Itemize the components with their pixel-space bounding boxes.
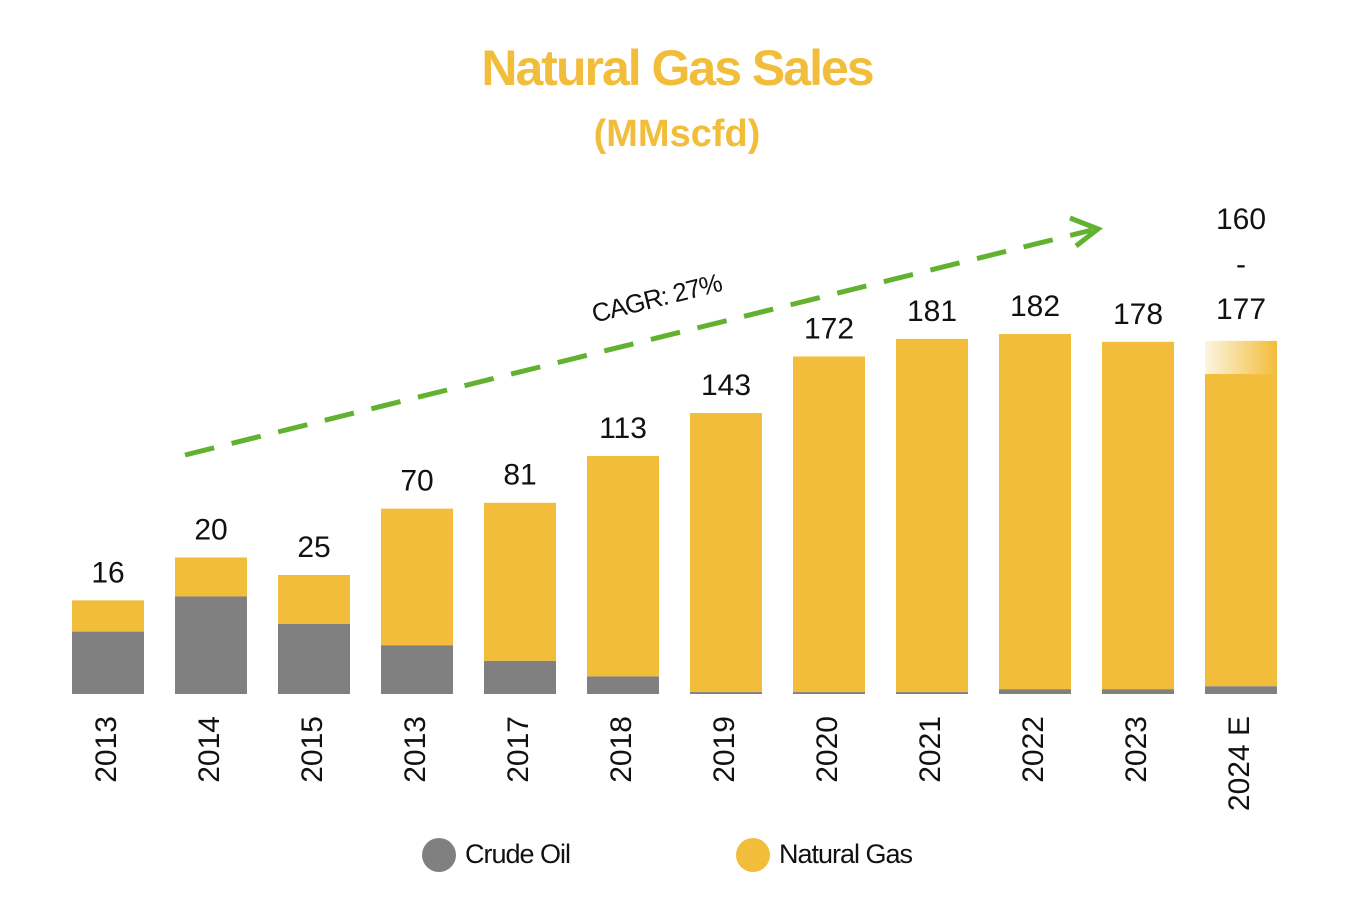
bar-segment bbox=[1205, 686, 1277, 694]
bar-segment bbox=[278, 623, 350, 694]
bar-segment bbox=[793, 356, 865, 693]
x-tick-label: 2024 E bbox=[1223, 716, 1256, 811]
bar-segment bbox=[72, 631, 144, 694]
x-tick-label: 2021 bbox=[914, 716, 947, 783]
cagr-annotation: CAGR: 27% bbox=[589, 267, 726, 328]
value-label: 70 bbox=[400, 465, 433, 498]
x-tick-label: 2019 bbox=[708, 716, 741, 783]
legend-label: Natural Gas bbox=[779, 839, 913, 869]
bar-segment bbox=[587, 455, 659, 677]
x-tick-label: 2023 bbox=[1120, 716, 1153, 783]
value-label: 20 bbox=[194, 513, 227, 546]
bar-segment bbox=[1102, 689, 1174, 694]
value-label: 25 bbox=[297, 531, 330, 564]
value-label: 177 bbox=[1216, 293, 1266, 326]
value-label: 16 bbox=[91, 556, 124, 589]
value-label: 172 bbox=[804, 312, 854, 345]
value-label: 182 bbox=[1010, 290, 1060, 323]
legend-swatch bbox=[422, 838, 456, 872]
x-tick-label: 2015 bbox=[296, 716, 329, 783]
bar-segment bbox=[175, 596, 247, 694]
trend-arrow bbox=[184, 227, 1093, 458]
bar-segment bbox=[896, 338, 968, 693]
bar-segment bbox=[793, 692, 865, 694]
x-tick-label: 2013 bbox=[399, 716, 432, 783]
value-label: 181 bbox=[907, 295, 957, 328]
legend-label: Crude Oil bbox=[465, 839, 570, 869]
bar-segment bbox=[484, 502, 556, 661]
chart-subtitle: (MMscfd) bbox=[594, 113, 761, 155]
bar-segment bbox=[587, 676, 659, 694]
value-label: 113 bbox=[599, 412, 647, 445]
bar-segment bbox=[278, 574, 350, 624]
bar-segment bbox=[690, 413, 762, 693]
bar-segment bbox=[381, 645, 453, 694]
value-label: 81 bbox=[503, 459, 536, 492]
x-tick-label: 2018 bbox=[605, 716, 638, 783]
bar-segment bbox=[896, 692, 968, 694]
bar-segment bbox=[1205, 374, 1277, 687]
bar-segment bbox=[999, 689, 1071, 694]
arrow-head bbox=[1069, 215, 1104, 248]
bar-segment bbox=[999, 334, 1071, 690]
x-tick-label: 2014 bbox=[193, 716, 226, 783]
value-label: 143 bbox=[701, 369, 751, 402]
x-tick-label: 2020 bbox=[811, 716, 844, 783]
estimate-range bbox=[1205, 340, 1277, 375]
chart-title: Natural Gas Sales bbox=[481, 40, 872, 96]
legend-swatch bbox=[736, 838, 770, 872]
x-tick-label: 2013 bbox=[90, 716, 123, 783]
value-label: 178 bbox=[1113, 298, 1163, 331]
range-separator: - bbox=[1236, 248, 1246, 281]
bar-segment bbox=[381, 508, 453, 646]
x-tick-label: 2017 bbox=[502, 716, 535, 783]
bar-segment bbox=[72, 600, 144, 632]
bar-segment bbox=[690, 692, 762, 694]
bar-segment bbox=[484, 660, 556, 694]
x-tick-label: 2022 bbox=[1017, 716, 1050, 783]
bar-segment bbox=[175, 557, 247, 597]
value-label: 160 bbox=[1216, 203, 1266, 236]
bar-segment bbox=[1102, 341, 1174, 690]
